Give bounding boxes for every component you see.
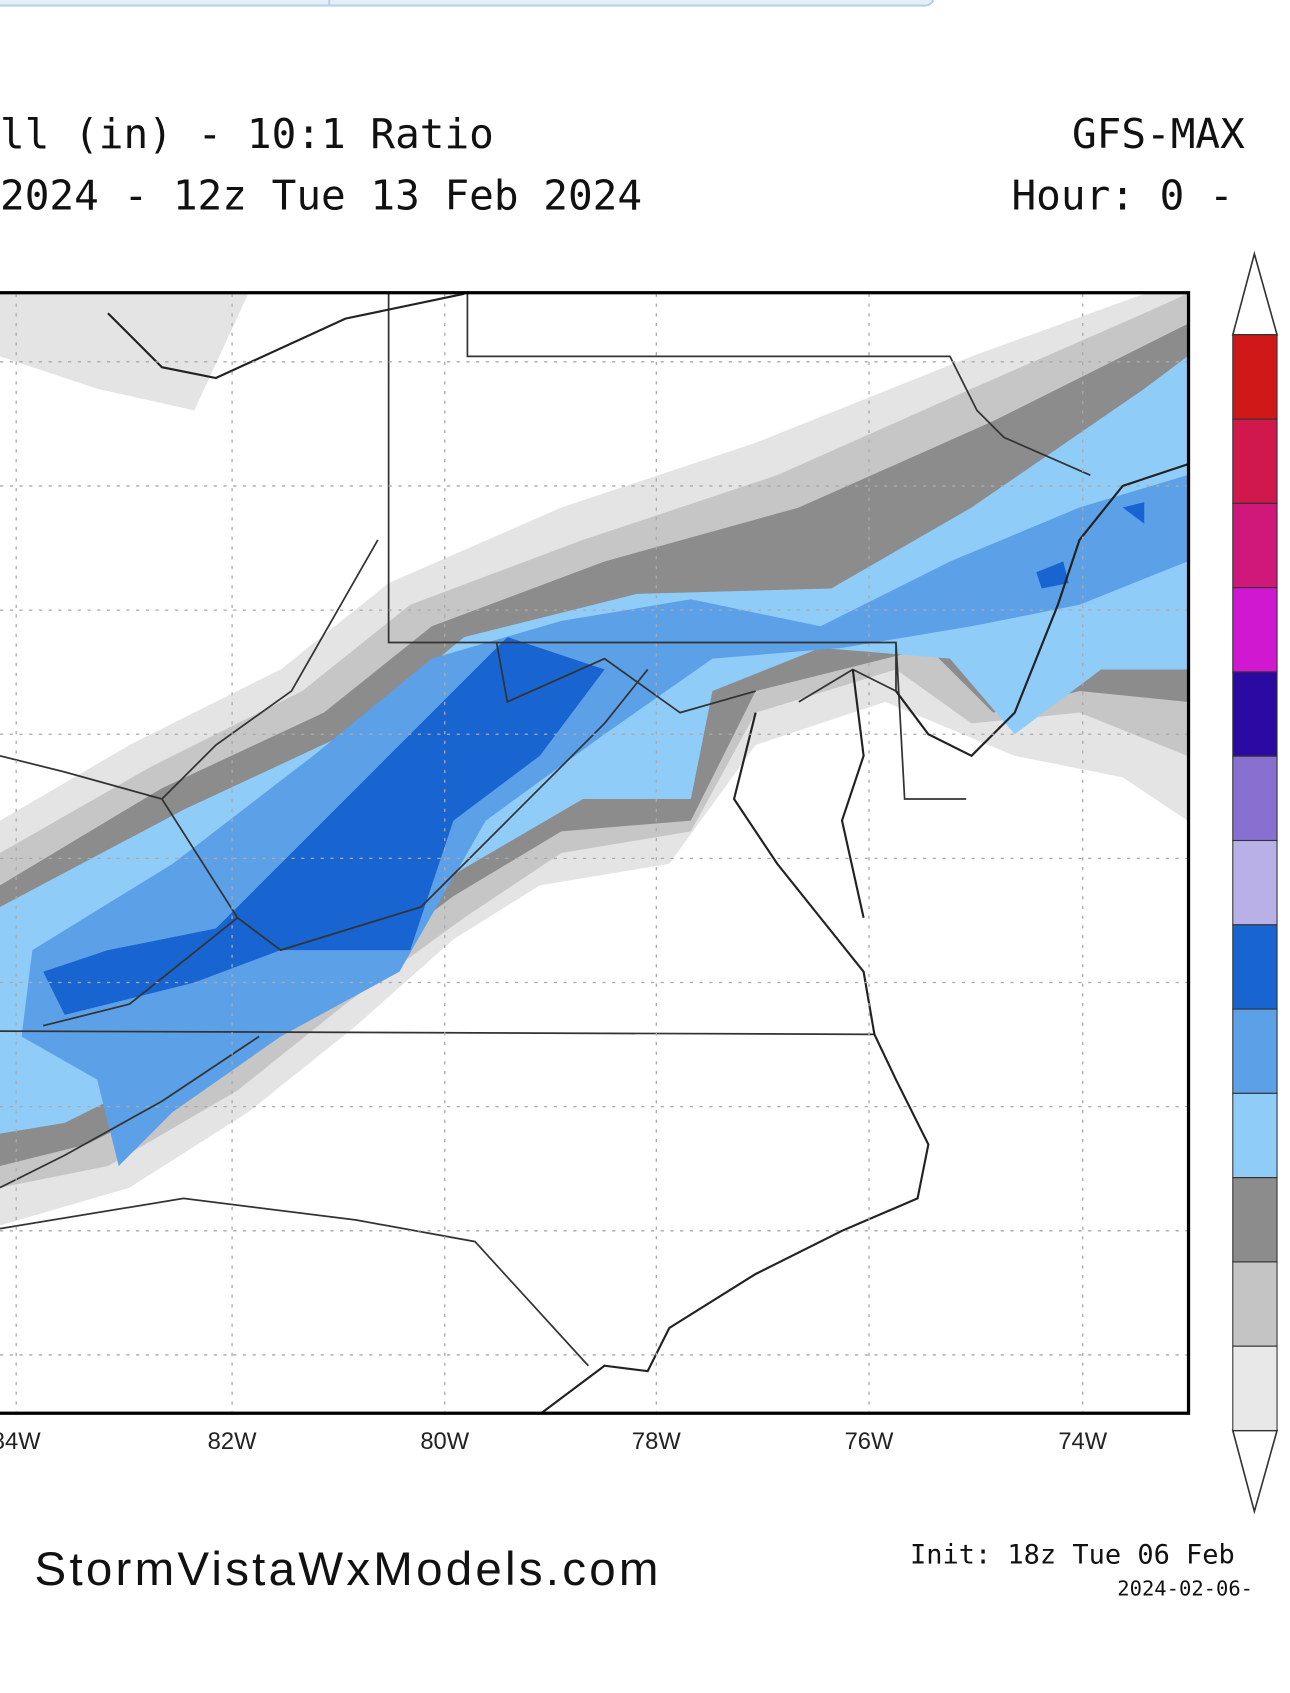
subtitle-left: 2024 - 12z Tue 13 Feb 2024 bbox=[0, 172, 642, 220]
top-bar bbox=[0, 0, 935, 7]
snow-band-trace bbox=[0, 293, 249, 411]
colorbar-swatch bbox=[1232, 1092, 1278, 1179]
colorbar-swatch bbox=[1232, 502, 1278, 589]
longitude-label: 84W bbox=[0, 1429, 41, 1455]
snow-band-2 bbox=[21, 475, 1188, 1167]
colorbar-swatch bbox=[1232, 1345, 1278, 1432]
title-left: ll (in) - 10:1 Ratio bbox=[0, 110, 494, 158]
grid bbox=[0, 293, 1188, 1413]
colorbar-swatch bbox=[1232, 839, 1278, 926]
longitude-label: 78W bbox=[632, 1429, 681, 1455]
subtitle-right: Hour: 0 - bbox=[1011, 172, 1233, 220]
site-name: StormVistaWxModels.com bbox=[35, 1543, 662, 1596]
snow-band-3 bbox=[1036, 502, 1145, 589]
colorbar-swatch bbox=[1232, 1177, 1278, 1263]
colorbar-swatch bbox=[1232, 334, 1278, 420]
longitude-labels: 84W 82W 80W 78W 76W 74W bbox=[0, 1429, 1108, 1455]
map-frame bbox=[0, 291, 1191, 1415]
colorbar-swatch bbox=[1232, 671, 1278, 757]
init-time: Init: 18z Tue 06 Feb bbox=[910, 1539, 1235, 1570]
init-date: 2024-02-06- bbox=[1117, 1577, 1253, 1601]
colorbar-swatch bbox=[1232, 587, 1278, 673]
snow-band-3 bbox=[43, 637, 605, 1015]
title-right: GFS-MAX bbox=[1072, 110, 1245, 158]
colorbar-swatch bbox=[1232, 418, 1278, 504]
colorbar-swatch bbox=[1232, 924, 1278, 1010]
colorbar-swatch bbox=[1232, 1008, 1278, 1094]
colorbar-swatch bbox=[1232, 755, 1278, 842]
longitude-label: 74W bbox=[1058, 1429, 1107, 1455]
longitude-label: 76W bbox=[845, 1429, 894, 1455]
longitude-label: 82W bbox=[208, 1429, 257, 1455]
colorbar bbox=[1231, 250, 1279, 1515]
map bbox=[0, 293, 1188, 1413]
longitude-label: 80W bbox=[420, 1429, 469, 1455]
colorbar-swatch bbox=[1232, 1261, 1278, 1347]
